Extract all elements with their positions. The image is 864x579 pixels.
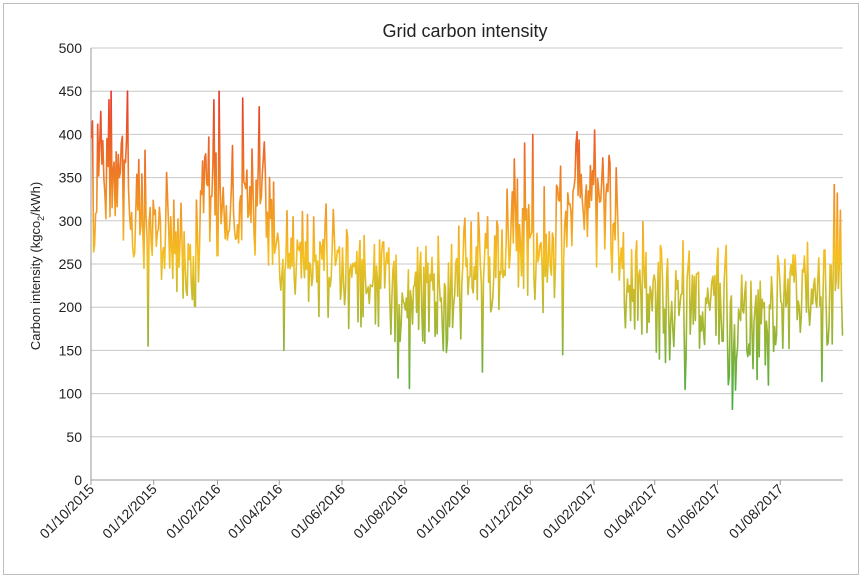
x-tick-label: 01/06/2016 bbox=[287, 481, 348, 542]
y-tick-label: 100 bbox=[59, 386, 83, 402]
y-tick-label: 450 bbox=[59, 83, 83, 99]
chart-title: Grid carbon intensity bbox=[382, 21, 547, 41]
y-tick-label: 0 bbox=[74, 472, 82, 488]
y-tick-label: 300 bbox=[59, 213, 83, 229]
x-tick-label: 01/12/2016 bbox=[476, 481, 537, 542]
y-tick-label: 200 bbox=[59, 299, 83, 315]
y-axis-label-main: Carbon intensity (kgco bbox=[28, 221, 43, 350]
y-axis-label: Carbon intensity (kgco2/kWh) bbox=[28, 182, 46, 350]
x-tick-label: 01/08/2016 bbox=[350, 481, 411, 542]
x-tick-label: 01/12/2015 bbox=[99, 481, 160, 542]
gridlines bbox=[91, 47, 843, 438]
x-tick-label: 01/08/2017 bbox=[726, 481, 787, 542]
y-tick-label: 500 bbox=[59, 40, 83, 56]
x-tick-label: 01/06/2017 bbox=[663, 481, 724, 542]
y-tick-label: 150 bbox=[59, 342, 83, 358]
y-axis-label-tail: /kWh) bbox=[28, 182, 43, 216]
y-tick-label: 50 bbox=[66, 429, 82, 445]
y-tick-label: 350 bbox=[59, 170, 83, 186]
x-tick-label: 01/10/2015 bbox=[36, 481, 97, 542]
x-tick-label: 01/02/2017 bbox=[539, 481, 600, 542]
x-tick-label: 01/04/2016 bbox=[225, 481, 286, 542]
carbon-intensity-series-line bbox=[90, 90, 844, 410]
x-tick-label: 01/10/2016 bbox=[413, 481, 474, 542]
x-tick-label: 01/04/2017 bbox=[600, 481, 661, 542]
y-axis-label-subscript: 2 bbox=[36, 216, 46, 221]
y-tick-label: 400 bbox=[59, 126, 83, 142]
y-tick-labels: 0 50 100 150 200 250 300 350 400 450 500 bbox=[59, 40, 83, 488]
y-tick-label: 250 bbox=[59, 256, 83, 272]
x-tick-labels: 01/10/2015 01/12/2015 01/02/2016 01/04/2016… bbox=[36, 480, 787, 542]
x-tick-label: 01/02/2016 bbox=[163, 481, 224, 542]
